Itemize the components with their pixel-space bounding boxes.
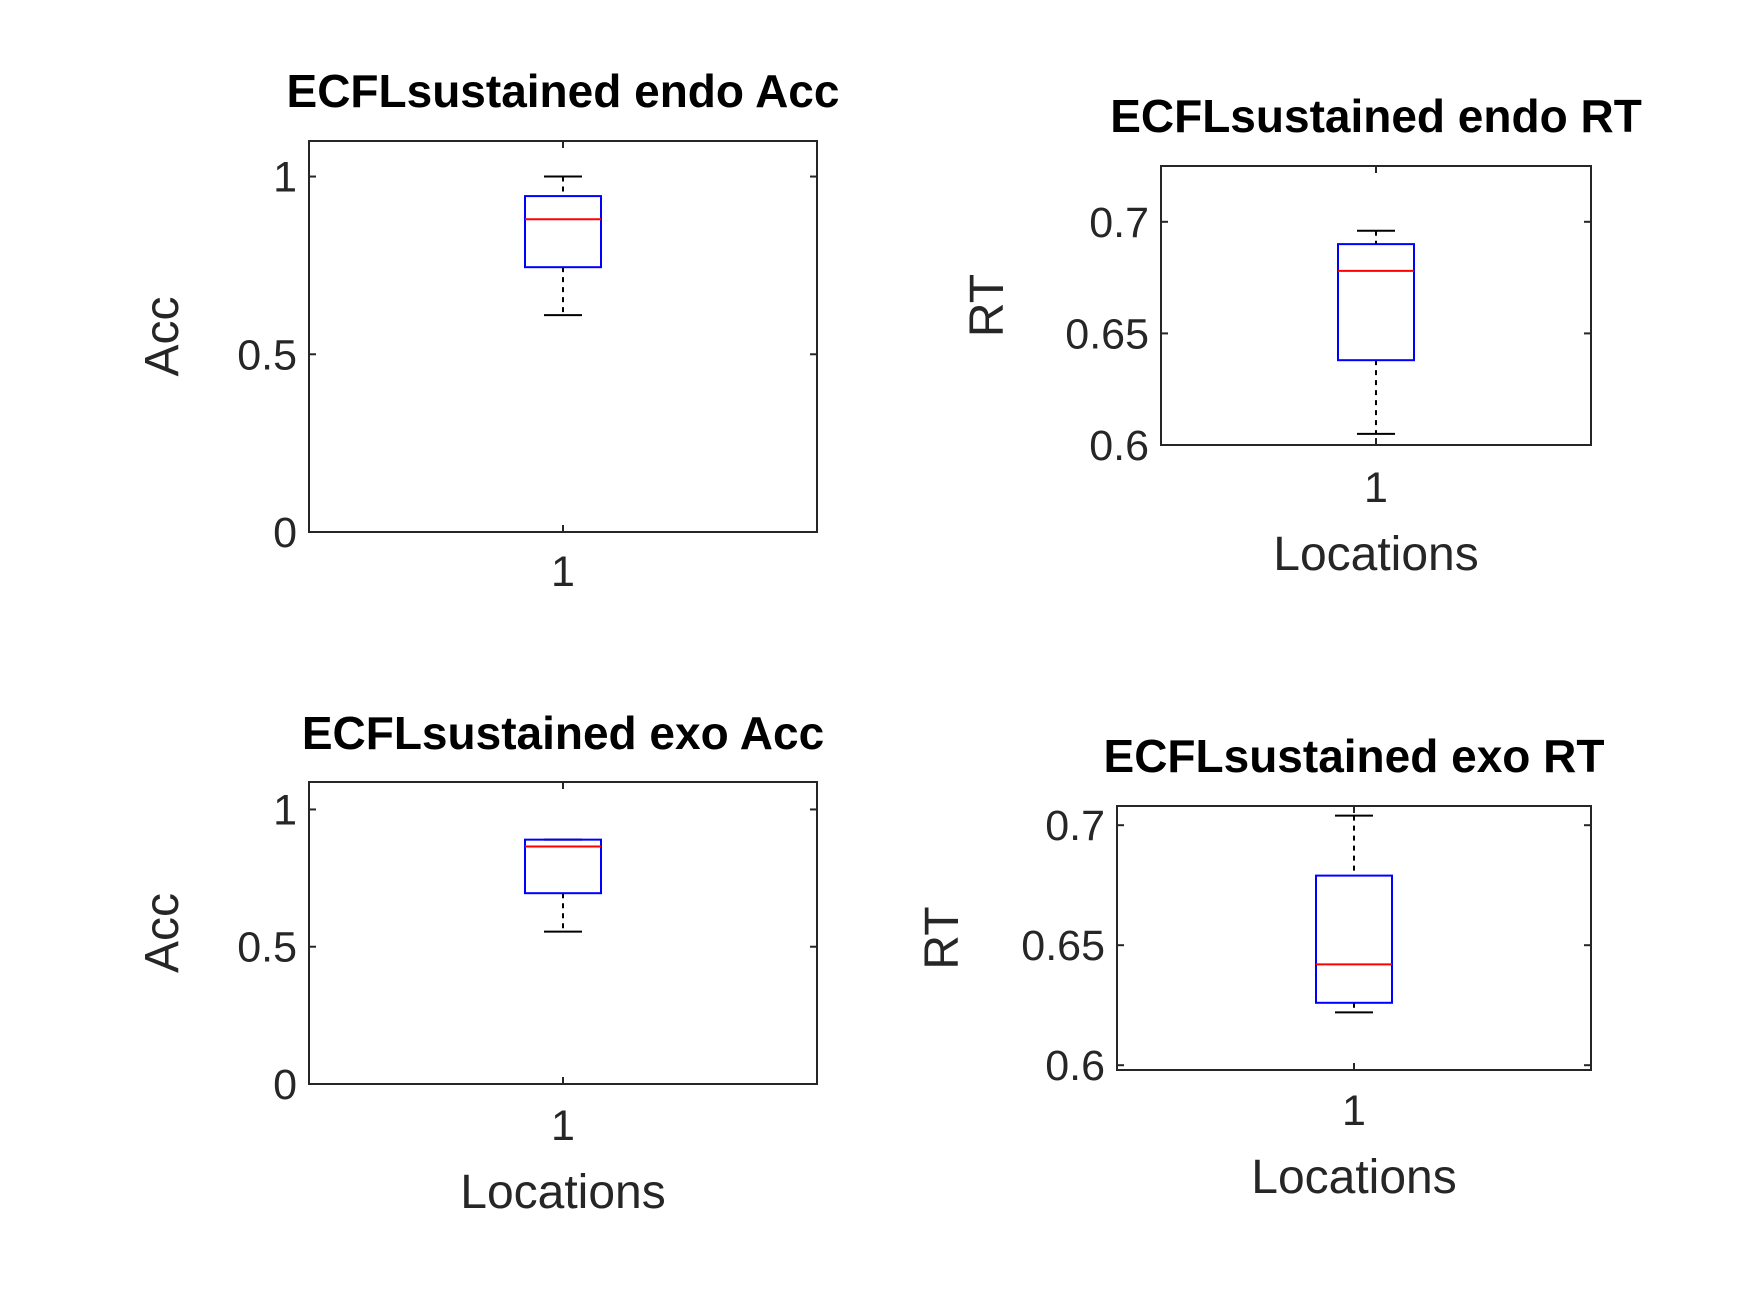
chart-title: ECFLsustained exo Acc bbox=[302, 707, 824, 759]
axes-frame bbox=[1160, 165, 1592, 446]
iqr-box bbox=[524, 195, 602, 269]
iqr-box bbox=[1337, 243, 1415, 362]
x-tick-label: 1 bbox=[551, 548, 575, 596]
y-tick-label: 0.5 bbox=[237, 331, 297, 379]
y-tick-label: 0.6 bbox=[1045, 1042, 1105, 1090]
y-tick-label: 0 bbox=[273, 509, 297, 557]
box-plot-1 bbox=[524, 175, 602, 317]
x-tick-label: 1 bbox=[551, 1102, 575, 1150]
y-tick-label: 0.7 bbox=[1045, 802, 1105, 850]
y-tick-label: 1 bbox=[273, 154, 297, 202]
x-axis-label: Locations bbox=[460, 1166, 665, 1219]
y-axis-label: RT bbox=[916, 906, 969, 969]
y-axis-label: Acc bbox=[136, 893, 189, 973]
y-tick-label: 0.65 bbox=[1065, 310, 1149, 358]
y-axis-label: RT bbox=[961, 274, 1014, 337]
chart-title: ECFLsustained endo Acc bbox=[287, 65, 840, 117]
y-tick-label: 0.6 bbox=[1089, 422, 1149, 470]
box-plot-1 bbox=[1337, 229, 1415, 435]
box-plot-1 bbox=[1315, 814, 1393, 1014]
subplot-2: 0.6 0.65 0.7 1 ECFLsustained endo RT RT Locati… bbox=[961, 90, 1642, 581]
iqr-box bbox=[524, 838, 602, 895]
x-tick-label: 1 bbox=[1364, 464, 1388, 512]
subplot-1: 0 0.5 1 1 ECFLsustained endo Acc Acc bbox=[136, 65, 839, 596]
axes-frame bbox=[308, 140, 818, 533]
chart-title: ECFLsustained endo RT bbox=[1110, 90, 1642, 142]
iqr-box bbox=[1315, 874, 1393, 1004]
x-axis-label: Locations bbox=[1273, 528, 1478, 581]
y-tick-label: 0.65 bbox=[1021, 922, 1105, 970]
subplot-4: 0.6 0.65 0.7 1 ECFLsustained exo RT RT Locatio… bbox=[916, 730, 1604, 1204]
chart-title: ECFLsustained exo RT bbox=[1104, 730, 1605, 782]
y-tick-label: 0.5 bbox=[237, 924, 297, 972]
y-axis-label: Acc bbox=[136, 296, 189, 376]
y-tick-label: 1 bbox=[273, 786, 297, 834]
axes-frame bbox=[308, 781, 818, 1085]
x-tick-label: 1 bbox=[1342, 1087, 1366, 1135]
y-tick-label: 0 bbox=[273, 1061, 297, 1109]
y-tick-label: 0.7 bbox=[1089, 199, 1149, 247]
x-axis-label: Locations bbox=[1251, 1151, 1456, 1204]
box-plot-1 bbox=[524, 838, 602, 933]
